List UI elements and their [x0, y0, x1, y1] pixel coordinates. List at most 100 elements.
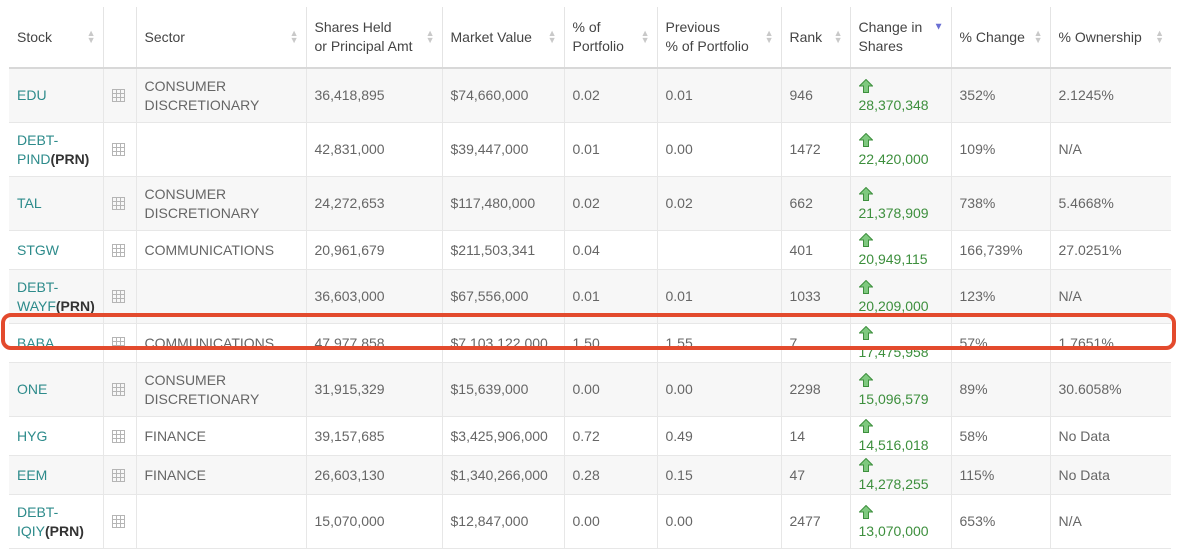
change-in-shares-cell: 20,949,115 [850, 230, 952, 270]
change-in-shares-value: 17,475,958 [858, 344, 929, 360]
table-grid-icon[interactable] [111, 514, 125, 528]
change-in-shares-value: 14,516,018 [858, 437, 929, 453]
pct-change-cell: 109% [951, 122, 1051, 177]
column-header-rank[interactable]: Rank ▲ ▼ [781, 7, 851, 69]
sector-cell: FINANCE [136, 416, 307, 456]
pct-ownership-cell: 30.6058% [1050, 362, 1171, 417]
column-header-stock[interactable]: Stock ▲ ▼ [9, 7, 104, 69]
table-grid-icon[interactable] [111, 243, 125, 257]
sort-icon[interactable]: ▲ ▼ [833, 28, 843, 45]
shares-held-cell: 42,831,000 [306, 122, 443, 177]
prev-pct-portfolio-cell: 0.00 [657, 122, 782, 177]
sector-cell: COMMUNICATIONS [136, 230, 307, 270]
column-header-pct-change[interactable]: % Change ▲ ▼ [951, 7, 1051, 69]
stock-ticker: EEM [17, 466, 48, 483]
sort-icon[interactable]: ▼ [933, 21, 944, 33]
pct-ownership-cell: 27.0251% [1050, 230, 1171, 270]
table-row[interactable]: DEBT- WAYF(PRN) 36,603,000 $67,556,000 0.01 0… [9, 269, 1171, 324]
table-grid-icon[interactable] [111, 88, 125, 102]
change-in-shares-value: 28,370,348 [858, 96, 929, 113]
sort-icon[interactable]: ▲ ▼ [640, 28, 650, 45]
stock-link[interactable]: STGW [17, 242, 59, 258]
table-row[interactable]: STGW COMMUNICATIONS 20,961,679 $211,503,341… [9, 230, 1171, 270]
stock-link[interactable]: BABA [17, 335, 54, 351]
column-header-market-value[interactable]: Market Value ▲ ▼ [442, 7, 565, 69]
stock-link[interactable]: EDU [17, 87, 47, 103]
table-row[interactable]: EDU CONSUMER DISCRETIONARY 36,418,895 $74,66… [9, 68, 1171, 123]
column-header-label: % of [572, 19, 601, 35]
prev-pct-portfolio-cell: 0.49 [657, 416, 782, 456]
table-grid-icon[interactable] [111, 382, 125, 396]
rank-cell: 47 [781, 455, 851, 495]
sector-cell: CONSUMER DISCRETIONARY [136, 68, 307, 123]
column-header-label: Shares [858, 38, 903, 54]
stock-ticker: WAYF [17, 297, 56, 314]
change-in-shares-value: 22,420,000 [858, 150, 929, 167]
column-header-label: Sector [144, 28, 185, 45]
column-header-sector[interactable]: Sector ▲ ▼ [136, 7, 307, 69]
table-grid-icon[interactable] [111, 336, 125, 350]
stock-link[interactable]: DEBT- PIND [17, 132, 58, 167]
table-row[interactable]: DEBT- IQIY(PRN) 15,070,000 $12,847,000 0.00 0… [9, 494, 1171, 549]
stock-link[interactable]: ONE [17, 381, 47, 397]
sort-icon[interactable]: ▲ ▼ [86, 28, 96, 45]
column-header-label: % Change [959, 28, 1025, 45]
table-grid-icon[interactable] [111, 468, 125, 482]
table-row[interactable]: HYG FINANCE 39,157,685 $3,425,906,000 0.72 0.… [9, 416, 1171, 456]
prn-label: (PRN) [55, 297, 95, 314]
table-grid-icon[interactable] [111, 196, 125, 210]
market-value-cell: $211,503,341 [442, 230, 565, 270]
column-header-icon [103, 7, 137, 69]
sort-icon[interactable]: ▲ ▼ [425, 28, 435, 45]
column-header-shares-held[interactable]: Shares Held or Principal Amt ▲ ▼ [306, 7, 443, 69]
stock-ticker: DEBT- [17, 278, 59, 295]
prev-pct-portfolio-cell: 0.00 [657, 494, 782, 549]
column-header-pct-ownership[interactable]: % Ownership ▲ ▼ [1050, 7, 1171, 69]
sort-icon[interactable]: ▲ ▼ [547, 28, 557, 45]
table-grid-icon[interactable] [111, 289, 125, 303]
sort-icon[interactable]: ▲ ▼ [764, 28, 774, 45]
pct-change-cell: 115% [951, 455, 1051, 495]
icon-cell [103, 68, 137, 123]
up-arrow-icon [858, 419, 873, 433]
sector-text: DISCRETIONARY [144, 390, 260, 407]
stock-link[interactable]: EEM [17, 467, 47, 483]
change-in-shares-value: 14,278,255 [858, 476, 929, 492]
stock-link[interactable]: DEBT- WAYF [17, 279, 58, 314]
pct-ownership-cell: 2.1245% [1050, 68, 1171, 123]
column-header-label: Portfolio [572, 38, 624, 54]
table-row[interactable]: TAL CONSUMER DISCRETIONARY 24,272,653 $117,4… [9, 176, 1171, 231]
prn-label: (PRN) [50, 150, 90, 167]
rank-cell: 1033 [781, 269, 851, 324]
column-header-pct-portfolio[interactable]: % of Portfolio ▲ ▼ [564, 7, 658, 69]
sort-icon[interactable]: ▲ ▼ [289, 28, 299, 45]
stock-cell: HYG [9, 416, 104, 456]
table-row[interactable]: DEBT- PIND(PRN) 42,831,000 $39,447,000 0.01 0… [9, 122, 1171, 177]
table-grid-icon[interactable] [111, 142, 125, 156]
stock-cell: DEBT- PIND(PRN) [9, 122, 104, 177]
table-row-highlighted[interactable]: BABA COMMUNICATIONS 47,977,858 $7,103,122,0… [9, 323, 1171, 363]
sector-cell [136, 494, 307, 549]
sort-icon[interactable]: ▲ ▼ [1155, 28, 1164, 45]
change-in-shares-value: 15,096,579 [858, 390, 929, 407]
holdings-table-container: Stock ▲ ▼ Sector ▲ ▼ Shares Held or Principal A… [9, 7, 1171, 549]
stock-link[interactable]: DEBT- IQIY [17, 504, 58, 539]
column-header-prev-pct-portfolio[interactable]: Previous % of Portfolio ▲ ▼ [657, 7, 782, 69]
table-row[interactable]: ONE CONSUMER DISCRETIONARY 31,915,329 $15,63… [9, 362, 1171, 417]
table-row[interactable]: EEM FINANCE 26,603,130 $1,340,266,000 0.28 0.… [9, 455, 1171, 495]
shares-held-cell: 47,977,858 [306, 323, 443, 363]
table-grid-icon[interactable] [111, 429, 125, 443]
change-in-shares-cell: 28,370,348 [850, 68, 952, 123]
pct-change-cell: 738% [951, 176, 1051, 231]
stock-link[interactable]: TAL [17, 195, 42, 211]
pct-change-cell: 57% [951, 323, 1051, 363]
change-in-shares-cell: 13,070,000 [850, 494, 952, 549]
stock-cell: STGW [9, 230, 104, 270]
pct-change-cell: 123% [951, 269, 1051, 324]
pct-change-cell: 653% [951, 494, 1051, 549]
column-header-change-in-shares[interactable]: Change in Shares ▼ [850, 7, 952, 69]
sort-icon[interactable]: ▲ ▼ [1033, 28, 1043, 45]
prev-pct-portfolio-cell: 0.01 [657, 68, 782, 123]
stock-link[interactable]: HYG [17, 428, 47, 444]
icon-cell [103, 494, 137, 549]
